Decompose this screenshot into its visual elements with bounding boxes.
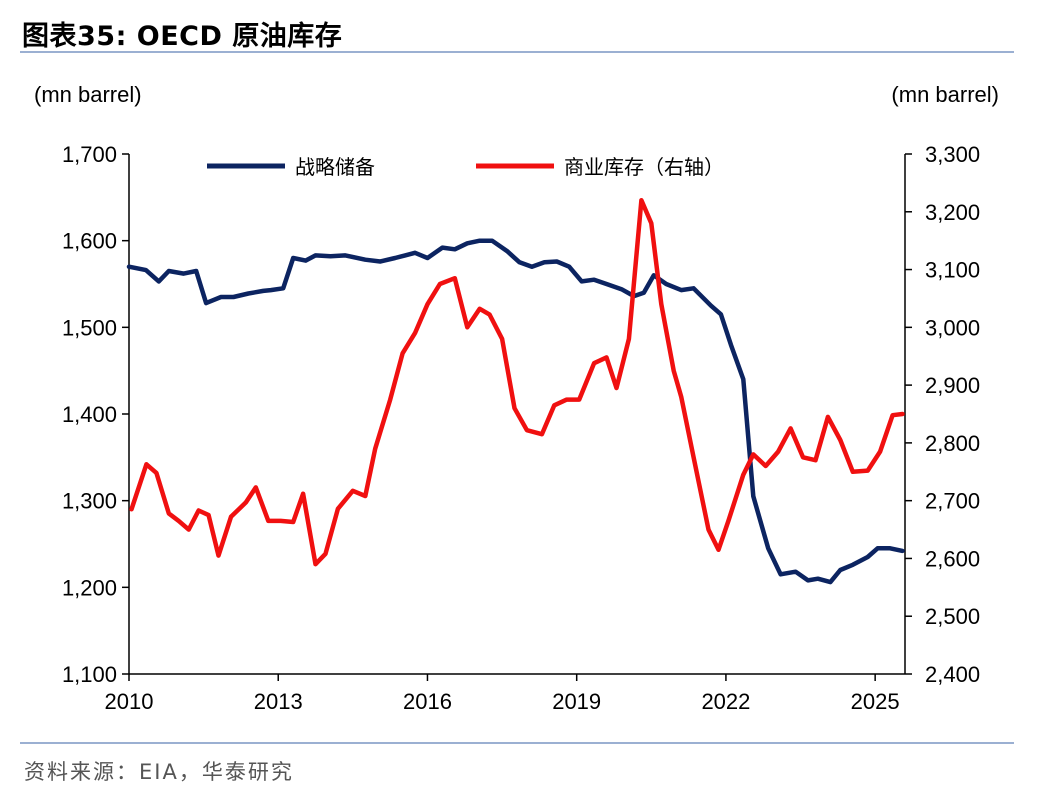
chart-title: 图表35: OECD 原油库存 bbox=[22, 21, 343, 52]
series-line-spr bbox=[126, 238, 905, 585]
left-axis-unit: (mn barrel) bbox=[34, 82, 142, 107]
left-tick-label: 1,200 bbox=[62, 575, 117, 600]
x-tick-label: 2013 bbox=[254, 689, 303, 714]
right-axis-ticks: 2,400 2,500 2,600 2,700 2,800 2,900 3,000 3,100… bbox=[905, 142, 980, 687]
right-tick-label: 3,300 bbox=[925, 142, 980, 167]
x-tick-label: 2025 bbox=[851, 689, 900, 714]
legend-label-spr: 战略储备 bbox=[295, 155, 375, 179]
x-tick-label: 2010 bbox=[105, 689, 154, 714]
right-tick-label: 2,900 bbox=[925, 373, 980, 398]
right-tick-label: 2,800 bbox=[925, 431, 980, 456]
x-axis-ticks: 2010 2013 2016 2019 2022 2025 bbox=[105, 674, 900, 714]
right-tick-label: 2,700 bbox=[925, 489, 980, 514]
left-tick-label: 1,600 bbox=[62, 229, 117, 254]
left-tick-label: 1,400 bbox=[62, 402, 117, 427]
right-axis-unit: (mn barrel) bbox=[891, 82, 999, 107]
title-rule bbox=[20, 51, 1014, 53]
right-tick-label: 2,400 bbox=[925, 662, 980, 687]
right-tick-label: 2,600 bbox=[925, 546, 980, 571]
left-tick-label: 1,700 bbox=[62, 142, 117, 167]
left-tick-label: 1,100 bbox=[62, 662, 117, 687]
left-axis-ticks: 1,100 1,200 1,300 1,400 1,500 1,600 1,700 bbox=[62, 142, 129, 687]
right-tick-label: 3,100 bbox=[925, 258, 980, 283]
left-tick-label: 1,500 bbox=[62, 315, 117, 340]
x-tick-label: 2016 bbox=[403, 689, 452, 714]
right-tick-label: 3,000 bbox=[925, 315, 980, 340]
series-line-commercial bbox=[129, 197, 905, 567]
x-tick-label: 2019 bbox=[552, 689, 601, 714]
legend: 战略储备 商业库存（右轴） bbox=[207, 155, 724, 179]
footer-rule bbox=[20, 742, 1014, 744]
left-tick-label: 1,300 bbox=[62, 489, 117, 514]
right-tick-label: 3,200 bbox=[925, 200, 980, 225]
source-note: 资料来源：EIA，华泰研究 bbox=[24, 760, 294, 784]
x-tick-label: 2022 bbox=[701, 689, 750, 714]
right-tick-label: 2,500 bbox=[925, 604, 980, 629]
legend-label-commercial: 商业库存（右轴） bbox=[564, 155, 724, 179]
